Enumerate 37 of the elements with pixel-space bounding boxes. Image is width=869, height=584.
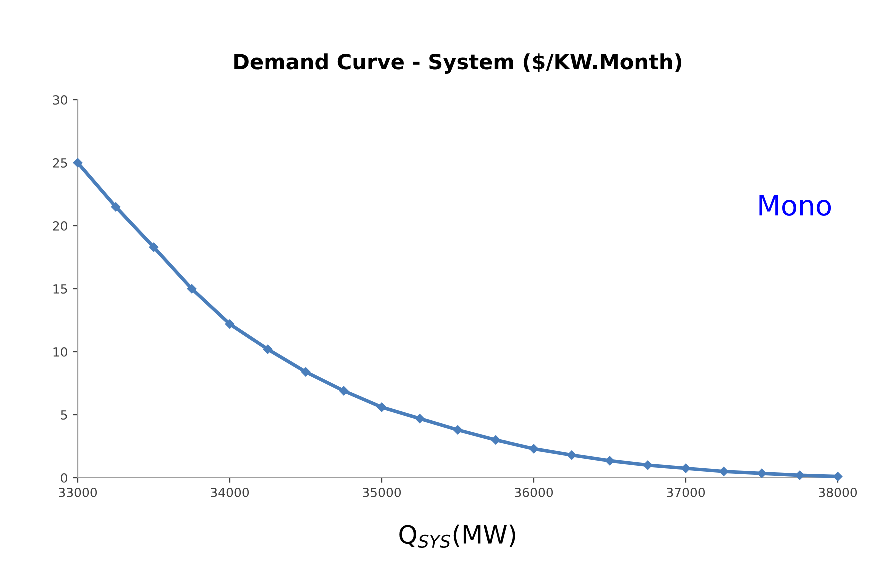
y-tick-label: 25 (53, 158, 68, 168)
point (73, 158, 83, 168)
annotation: Mono (760, 195, 832, 216)
point (757, 468, 767, 478)
x-tick-label: 37000 (667, 488, 706, 498)
y-tick-label: 30 (53, 95, 68, 105)
x-tick-label: 36000 (515, 488, 554, 498)
point (377, 402, 387, 412)
point (605, 456, 615, 466)
y-tick-label: 0 (61, 473, 68, 483)
y-tick-label: 15 (54, 284, 68, 294)
point (491, 436, 501, 445)
chart-title: Demand Curve - System ($/KW.Month) (234, 54, 682, 74)
point (111, 202, 121, 212)
x-tick-label: 33000 (59, 488, 98, 498)
point (453, 425, 463, 435)
point (567, 450, 577, 460)
x-axis-title: Q$_{SYS}$(MW) (400, 524, 516, 548)
point (795, 470, 805, 480)
y-tick-label: 20 (53, 221, 68, 231)
point (719, 467, 729, 476)
point (225, 320, 235, 329)
point (529, 444, 539, 454)
y-tick-label: 5 (61, 410, 68, 420)
point (681, 464, 691, 474)
x-tick-label: 34000 (211, 488, 250, 498)
point (339, 386, 349, 396)
point (415, 414, 425, 424)
point (643, 460, 653, 470)
point (833, 472, 843, 482)
point (187, 284, 197, 294)
point (301, 368, 311, 377)
point (149, 242, 159, 252)
y-tick-label: 10 (54, 347, 68, 357)
x-tick-label: 38000 (819, 488, 858, 498)
point (263, 344, 273, 354)
x-tick-label: 35000 (363, 488, 402, 498)
